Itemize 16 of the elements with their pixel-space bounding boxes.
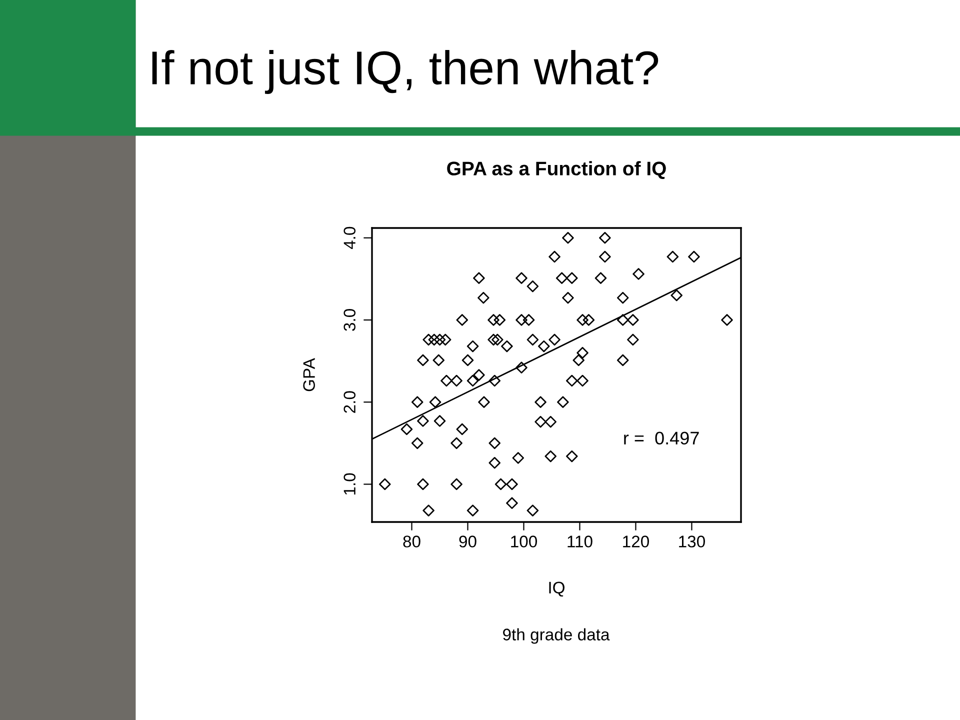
x-tick-label: 110: [568, 536, 592, 548]
x-tick-label: 90: [459, 536, 476, 548]
chart-subtitle: GPA as a Function of IQ: [447, 161, 666, 180]
chart-title: If not just IQ, then what?: [152, 50, 658, 94]
x-tick-label: 130: [679, 536, 705, 548]
x-tick-label: 80: [403, 536, 420, 548]
x-axis-title: IQ: [549, 582, 564, 597]
y-tick-label: 4.0: [344, 226, 356, 250]
y-axis-title: GPA: [303, 358, 315, 392]
annotation: r = 0.497: [624, 432, 699, 445]
y-tick-label: 1.0: [344, 473, 356, 495]
x-tick-label: 100: [511, 536, 537, 548]
x-tick-label: 120: [623, 536, 649, 548]
text: 9th grade data: [503, 628, 610, 644]
y-tick-label: 2.0: [344, 391, 356, 413]
y-tick-label: 3.0: [344, 309, 356, 331]
